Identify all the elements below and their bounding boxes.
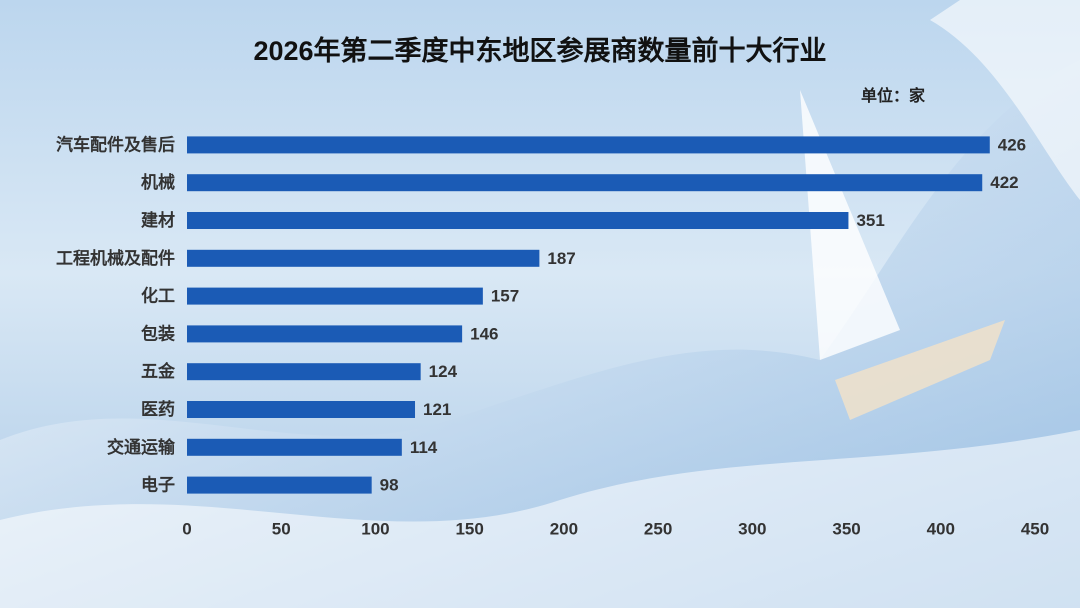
y-tick-label: 化工 [141,286,175,306]
y-tick-label: 包装 [141,323,175,343]
value-label: 422 [990,173,1018,192]
chart-title: 2026年第二季度中东地区参展商数量前十大行业 [253,35,826,66]
bar [187,136,990,154]
x-tick-label: 50 [272,519,291,538]
wave-decoration [930,0,1080,200]
y-tick-label: 机械 [141,172,175,192]
unit-label: 单位：家 [861,86,926,105]
x-tick-label: 350 [832,519,860,538]
y-tick-label: 五金 [141,361,176,381]
x-tick-label: 400 [927,519,955,538]
value-label: 121 [423,400,451,419]
y-tick-label: 电子 [141,475,175,495]
value-label: 426 [998,135,1026,154]
x-tick-label: 100 [361,519,389,538]
bar [187,212,849,229]
y-tick-label: 医药 [141,399,175,419]
x-tick-label: 150 [455,519,483,538]
value-label: 146 [470,324,498,343]
value-label: 124 [429,362,458,381]
bar [187,438,402,456]
value-label: 187 [547,249,575,268]
value-label: 157 [491,287,519,306]
value-label: 351 [856,211,884,230]
y-tick-label: 建材 [141,210,175,230]
x-tick-label: 200 [550,519,578,538]
sail-decoration [800,90,900,360]
bar [187,363,421,381]
y-tick-label: 汽车配件及售后 [56,134,175,154]
y-tick-label: 交通运输 [107,437,176,457]
bar [187,174,983,192]
bar [187,325,463,343]
boat-decoration [835,320,1005,420]
y-tick-label: 工程机械及配件 [56,248,175,268]
value-label: 98 [380,476,399,495]
value-label: 114 [410,438,438,457]
x-tick-label: 0 [182,519,191,538]
x-tick-label: 250 [644,519,672,538]
bar [187,249,540,267]
bar [187,287,483,305]
x-tick-label: 450 [1021,519,1049,538]
x-tick-label: 300 [738,519,766,538]
wave-decoration [0,430,1080,608]
bar [187,401,416,418]
bar [187,476,372,494]
